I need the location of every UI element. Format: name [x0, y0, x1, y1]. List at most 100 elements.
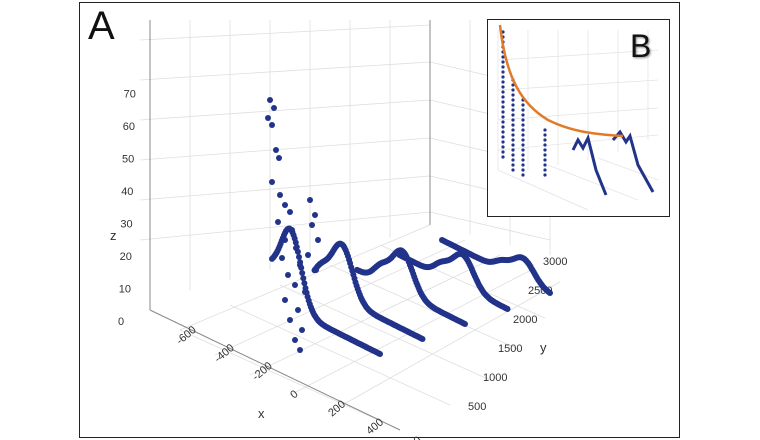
z-tick-label: 50 [122, 154, 134, 166]
inset-point [511, 153, 515, 157]
data-point [282, 297, 288, 303]
data-point [299, 327, 305, 333]
data-point [285, 272, 291, 278]
data-point [287, 317, 293, 323]
inset-point [543, 163, 547, 167]
inset-point [511, 98, 515, 102]
inset-point [521, 128, 525, 132]
inset-point [521, 103, 525, 107]
data-point [547, 290, 553, 296]
z-tick-label: 30 [120, 219, 132, 231]
inset-panel-b [487, 19, 670, 217]
data-point [295, 307, 301, 313]
inset-point [511, 143, 515, 147]
profile-series [439, 237, 553, 296]
data-point [307, 197, 313, 203]
inset-point [511, 148, 515, 152]
inset-point [501, 60, 505, 64]
x-axis-title: x [258, 406, 265, 421]
inset-point [521, 118, 525, 122]
inset-point [511, 163, 515, 167]
inset-point [501, 155, 505, 159]
z-tick-label: 70 [124, 89, 136, 101]
x-tick-label: 200 [326, 398, 348, 419]
inset-point [511, 93, 515, 97]
inset-point [501, 135, 505, 139]
inset-point [521, 138, 525, 142]
inset-point [511, 88, 515, 92]
z-tick-label: 10 [119, 284, 131, 296]
profile-series [311, 240, 426, 342]
inset-point [511, 123, 515, 127]
inset-point [521, 153, 525, 157]
inset-point [501, 55, 505, 59]
z-axis-title: z [110, 228, 117, 243]
inset-point [521, 113, 525, 117]
inset-point [521, 148, 525, 152]
data-point [273, 147, 279, 153]
inset-point [543, 153, 547, 157]
y-tick-label: 1500 [498, 343, 522, 355]
inset-point [501, 105, 505, 109]
inset-point [521, 143, 525, 147]
y-tick-label: 2000 [513, 314, 537, 326]
panel-label-a: A [88, 4, 115, 48]
profile-series [396, 250, 511, 312]
inset-point [501, 65, 505, 69]
data-point [504, 306, 511, 312]
data-point [301, 280, 308, 287]
data-point [267, 97, 273, 103]
x-tick-label: -400 [212, 342, 237, 365]
data-point [293, 245, 299, 251]
y-tick-label: 1000 [483, 372, 507, 384]
y-tick-label: 3000 [543, 256, 567, 268]
inset-point [543, 168, 547, 172]
data-point [265, 115, 271, 121]
data-point [462, 321, 468, 327]
inset-point [501, 140, 505, 144]
inset-point [501, 130, 505, 134]
inset-point [521, 163, 525, 167]
panel-label-b: B [630, 28, 652, 64]
inset-point [543, 158, 547, 162]
data-point [282, 202, 288, 208]
inset-point [511, 128, 515, 132]
inset-point [521, 173, 525, 177]
inset-ridge [571, 133, 608, 196]
inset-envelope-curve [498, 24, 624, 138]
profile-series [269, 225, 383, 357]
z-tick-label: 60 [123, 121, 135, 133]
data-point [305, 252, 311, 258]
inset-point [521, 133, 525, 137]
inset-point [511, 158, 515, 162]
inset-point [543, 138, 547, 142]
data-point [292, 282, 298, 288]
inset-point [511, 103, 515, 107]
floor-grid [179, 224, 561, 431]
data-point [309, 222, 315, 228]
data-point [296, 254, 302, 260]
data-point [287, 209, 293, 215]
inset-point [501, 110, 505, 114]
inset-point [521, 158, 525, 162]
data-point [299, 270, 306, 276]
z-tick-label: 20 [120, 251, 132, 263]
data-point [297, 347, 303, 353]
axis-lines [149, 20, 431, 431]
inset-point [501, 120, 505, 124]
inset-point [511, 113, 515, 117]
data-point [297, 262, 303, 268]
inset-point [501, 90, 505, 94]
data-point [302, 289, 308, 295]
inset-point [501, 75, 505, 79]
profile-series [354, 247, 468, 327]
inset-point [521, 168, 525, 172]
inset-point [543, 148, 547, 152]
data-point [275, 219, 281, 225]
data-point [279, 255, 285, 261]
data-profiles [269, 225, 553, 357]
data-point [292, 337, 298, 343]
data-point [276, 155, 282, 161]
inset-point [501, 150, 505, 154]
